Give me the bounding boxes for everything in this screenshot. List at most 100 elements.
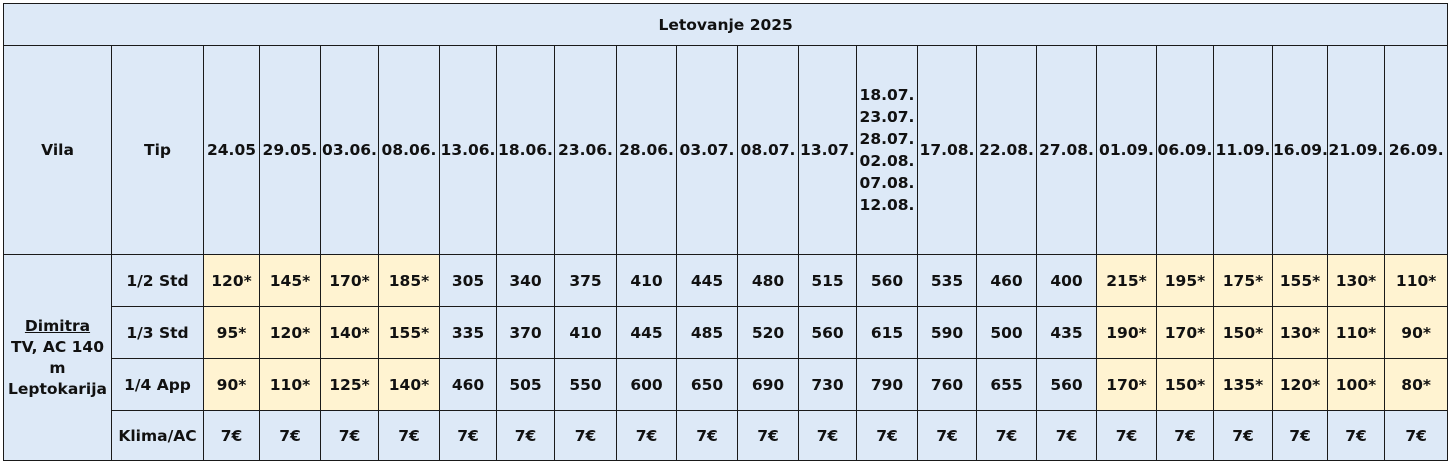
price-cell: 120* xyxy=(203,254,260,307)
date-header: 16.09. xyxy=(1272,45,1328,255)
price-cell: 170* xyxy=(1156,306,1214,359)
price-cell: 150* xyxy=(1213,306,1273,359)
price-cell: 100* xyxy=(1327,358,1385,411)
date-header: 24.05 xyxy=(203,45,260,255)
date-header-line: 17.08. xyxy=(919,141,975,159)
date-header-line: 23.06. xyxy=(558,141,613,159)
date-header: 18.07. 23.07. 28.07. 02.08. 07.08. 12.08. xyxy=(856,45,918,255)
price-cell: 730 xyxy=(798,358,857,411)
price-cell: 7€ xyxy=(1327,410,1385,461)
date-header-line: 03.07. xyxy=(679,141,735,159)
price-cell: 650 xyxy=(676,358,738,411)
price-cell: 7€ xyxy=(1383,410,1449,461)
price-cell: 480 xyxy=(737,254,799,307)
price-cell: 135* xyxy=(1213,358,1273,411)
table-row: 1/3 Std 95* 120* 140* 155* 335 370 410 445 485 520… xyxy=(4,306,1449,359)
price-cell: 140* xyxy=(378,358,440,411)
date-header-line: 22.08. xyxy=(979,141,1034,159)
price-cell: 7€ xyxy=(1096,410,1157,461)
price-cell: 190* xyxy=(1096,306,1157,359)
price-cell: 130* xyxy=(1272,306,1328,359)
date-header: 28.06. xyxy=(616,45,677,255)
price-table-wrapper: Letovanje 2025 Vila Tip 24.05 29.05. 03.06… xyxy=(2,3,1449,461)
price-cell: 215* xyxy=(1096,254,1157,307)
price-cell: 125* xyxy=(320,358,379,411)
price-table: Letovanje 2025 Vila Tip 24.05 29.05. 03.06… xyxy=(2,3,1449,461)
room-type-cell: Klima/AC xyxy=(111,410,204,461)
price-cell: 340 xyxy=(496,254,555,307)
price-cell: 7€ xyxy=(378,410,440,461)
price-cell: 7€ xyxy=(976,410,1037,461)
price-cell: 435 xyxy=(1036,306,1097,359)
date-header-line: 16.09. xyxy=(1273,141,1328,159)
room-type-cell: 1/2 Std xyxy=(111,254,204,307)
price-cell: 7€ xyxy=(856,410,918,461)
price-cell: 185* xyxy=(378,254,440,307)
date-header: 13.07. xyxy=(798,45,857,255)
price-cell: 590 xyxy=(917,306,977,359)
price-cell: 7€ xyxy=(917,410,977,461)
price-cell: 7€ xyxy=(737,410,799,461)
date-header: 03.06. xyxy=(320,45,379,255)
price-cell: 535 xyxy=(917,254,977,307)
price-cell: 7€ xyxy=(616,410,677,461)
date-header-line: 18.07. xyxy=(859,86,915,104)
room-type-cell: 1/3 Std xyxy=(111,306,204,359)
date-header: 13.06. xyxy=(439,45,497,255)
date-header-line: 06.09. xyxy=(1157,141,1213,159)
vila-distance-unit: m xyxy=(49,358,66,377)
price-cell: 80* xyxy=(1383,358,1449,411)
price-cell: 305 xyxy=(439,254,497,307)
price-cell: 7€ xyxy=(320,410,379,461)
price-cell: 7€ xyxy=(203,410,260,461)
date-header-line: 13.06. xyxy=(440,141,496,159)
price-cell: 7€ xyxy=(1156,410,1214,461)
room-type-cell: 1/4 App xyxy=(111,358,204,411)
price-cell: 155* xyxy=(1272,254,1328,307)
date-header-line: 21.09. xyxy=(1328,141,1384,159)
date-header-line: 28.06. xyxy=(619,141,674,159)
header-row: Vila Tip 24.05 29.05. 03.06. 08.06. 13.06. 18… xyxy=(3,45,1449,255)
table-row: Dimitra TV, AC 140 m Leptokarija 1/2 Std 120*… xyxy=(3,254,1449,461)
price-cell: 560 xyxy=(1036,358,1097,411)
date-header-line: 08.07. xyxy=(740,141,796,159)
price-cell: 445 xyxy=(616,306,677,359)
vila-name[interactable]: Dimitra xyxy=(24,316,91,335)
price-cell: 615 xyxy=(856,306,918,359)
date-header-line: 12.08. xyxy=(859,196,915,214)
date-header-line: 26.09. xyxy=(1388,141,1444,159)
date-header: 03.07. xyxy=(676,45,738,255)
price-cell: 560 xyxy=(798,306,857,359)
price-cell: 130* xyxy=(1327,254,1385,307)
price-cell: 515 xyxy=(798,254,857,307)
price-cell: 170* xyxy=(320,254,379,307)
price-cell: 95* xyxy=(203,306,260,359)
vila-cell: Dimitra TV, AC 140 m Leptokarija xyxy=(3,254,112,461)
price-cell: 370 xyxy=(496,306,555,359)
price-cell: 170* xyxy=(1096,358,1157,411)
date-header: 08.07. xyxy=(737,45,799,255)
date-header-line: 18.06. xyxy=(498,141,553,159)
table-title: Letovanje 2025 xyxy=(2,3,1449,46)
price-cell: 150* xyxy=(1156,358,1214,411)
price-cell: 550 xyxy=(554,358,617,411)
date-header: 22.08. xyxy=(976,45,1037,255)
price-cell: 7€ xyxy=(1036,410,1097,461)
date-header-line: 11.09. xyxy=(1215,141,1271,159)
price-cell: 195* xyxy=(1156,254,1214,307)
date-header: 17.08. xyxy=(917,45,977,255)
date-header-line: 02.08. xyxy=(859,152,915,170)
price-cell: 175* xyxy=(1213,254,1273,307)
price-cell: 790 xyxy=(856,358,918,411)
price-cell: 7€ xyxy=(496,410,555,461)
price-cell: 485 xyxy=(676,306,738,359)
table-row: 1/4 App 90* 110* 125* 140* 460 505 550 600 650 690… xyxy=(4,358,1449,411)
price-cell: 145* xyxy=(259,254,321,307)
price-cell: 110* xyxy=(259,358,321,411)
price-cell: 655 xyxy=(976,358,1037,411)
price-cell: 505 xyxy=(496,358,555,411)
date-header-line: 03.06. xyxy=(322,141,377,159)
date-header-line: 01.09. xyxy=(1099,141,1154,159)
price-cell: 690 xyxy=(737,358,799,411)
price-cell: 120* xyxy=(259,306,321,359)
